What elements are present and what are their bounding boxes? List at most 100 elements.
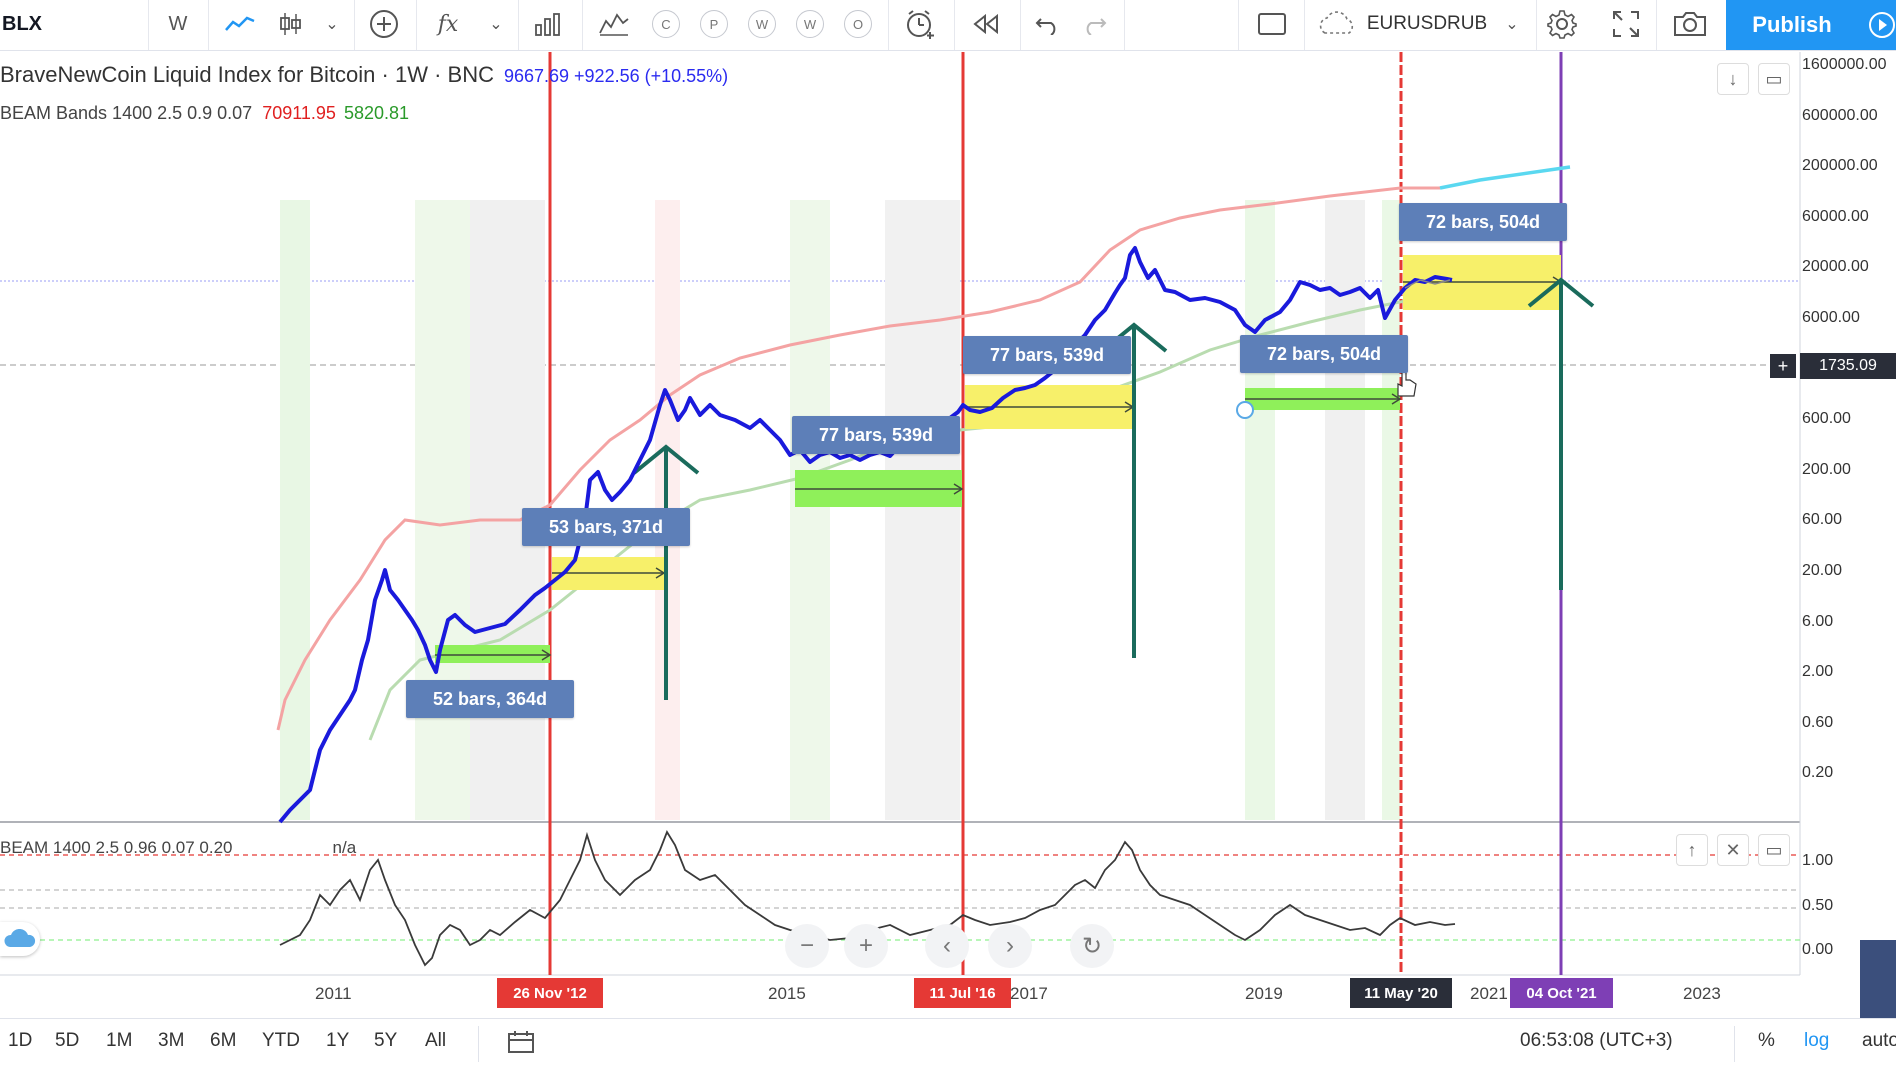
log-scale-toggle[interactable]: log [1804, 1030, 1830, 1051]
compare-circle-p: P [700, 10, 728, 38]
compare-circle-c: C [652, 10, 680, 38]
close-pane-icon[interactable]: ✕ [1717, 834, 1749, 866]
maximize-pane-icon[interactable]: ▭ [1758, 63, 1790, 95]
range-button[interactable]: 1Y [326, 1030, 350, 1051]
price-axis-label: 200000.00 [1802, 157, 1878, 175]
compare-circle-button[interactable]: W [794, 0, 826, 48]
percent-scale-toggle[interactable]: % [1758, 1030, 1775, 1051]
divider [1238, 0, 1239, 50]
zoom-out-button[interactable]: − [785, 924, 829, 968]
price-series-line [278, 246, 1453, 824]
publish-button[interactable]: Publish [1726, 0, 1858, 50]
replay-rewind-icon[interactable] [966, 0, 1006, 48]
date-range-icon[interactable] [506, 1030, 536, 1056]
series-price: 9667.69 +922.56 (+10.55%) [503, 66, 729, 86]
move-pane-up-icon[interactable]: ↑ [1676, 834, 1708, 866]
shaded-column [1325, 200, 1365, 820]
chevron-down-icon[interactable]: ⌄ [489, 16, 503, 33]
price-axis-label: 6.00 [1802, 612, 1834, 630]
time-axis-label: 2023 [1683, 984, 1721, 1003]
scroll-right-button[interactable]: › [988, 924, 1032, 968]
symbol-search[interactable]: BLX [2, 12, 42, 35]
range-button[interactable]: 5Y [374, 1030, 398, 1051]
range-button[interactable]: 1M [106, 1030, 133, 1051]
download-arrow-icon[interactable]: ↓ [1717, 63, 1749, 95]
price-axis-label: 20.00 [1802, 562, 1843, 579]
price-axis-label: 600000.00 [1802, 106, 1878, 124]
play-circle-icon [1869, 12, 1895, 38]
add-plus-icon[interactable]: + [1770, 354, 1796, 378]
measure-label[interactable]: 77 bars, 539d [792, 416, 960, 454]
line-chart-type-icon[interactable] [220, 0, 260, 48]
crosshair-price-badge: 1735.09 [1800, 353, 1896, 379]
price-axis-label: 1600000.00 [1802, 56, 1887, 73]
date-badge: 11 May '20 [1350, 978, 1452, 1008]
measure-label[interactable]: 72 bars, 504d [1399, 203, 1567, 241]
bands-label: BEAM Bands 1400 2.5 0.9 0.07 [0, 103, 253, 123]
range-button[interactable]: 1D [8, 1030, 33, 1051]
candles-chart-type-icon[interactable] [272, 0, 308, 48]
camera-snapshot-icon[interactable] [1670, 0, 1710, 48]
marks-layer [276, 52, 1595, 975]
zoom-in-button[interactable]: + [844, 924, 888, 968]
alert-clock-icon[interactable] [900, 0, 940, 48]
oscillator-axis-label: 0.00 [1802, 941, 1834, 958]
chevron-down-icon[interactable]: ⌄ [325, 16, 339, 33]
main-series-legend[interactable]: BraveNewCoin Liquid Index for Bitcoin · … [0, 62, 728, 88]
scroll-left-button[interactable]: ‹ [925, 924, 969, 968]
compare-circle-button[interactable]: W [746, 0, 778, 48]
range-button[interactable]: 6M [210, 1030, 237, 1051]
clock-timezone[interactable]: 06:53:08 (UTC+3) [1520, 1030, 1673, 1051]
bands-lower-value: 5820.81 [343, 103, 410, 123]
time-axis-label: 2017 [1010, 984, 1048, 1003]
financials-icon[interactable] [528, 0, 568, 48]
chevron-down-icon[interactable]: ⌄ [1505, 16, 1519, 33]
compare-circle-button[interactable]: P [698, 0, 730, 48]
indicators-fx-icon[interactable]: fx [437, 11, 459, 37]
compare-circle-w: W [748, 10, 776, 38]
range-button[interactable]: 3M [158, 1030, 185, 1051]
divider [208, 0, 209, 50]
measure-label[interactable]: 52 bars, 364d [406, 680, 574, 718]
compare-circle-button[interactable]: O [842, 0, 874, 48]
compare-symbols-icon[interactable] [594, 0, 634, 48]
divider [354, 0, 355, 50]
publish-dropdown-button[interactable] [1858, 0, 1896, 50]
reset-chart-button[interactable]: ↻ [1070, 924, 1114, 968]
range-button[interactable]: YTD [262, 1030, 300, 1051]
bands-indicator-legend[interactable]: BEAM Bands 1400 2.5 0.9 0.07 70911.95 5820… [0, 103, 409, 124]
measure-label[interactable]: 72 bars, 504d [1240, 335, 1408, 373]
layout-name-button[interactable]: EURUSDRUB [1366, 13, 1488, 34]
compare-add-icon[interactable] [364, 0, 404, 48]
divider [1304, 0, 1305, 50]
measure-label[interactable]: 53 bars, 371d [522, 508, 690, 546]
fullscreen-icon[interactable] [1608, 0, 1644, 48]
date-badge: 04 Oct '21 [1510, 978, 1613, 1008]
auto-scale-toggle[interactable]: auto [1862, 1030, 1896, 1051]
oscillator-legend[interactable]: BEAM 1400 2.5 0.96 0.07 0.20 n/a [0, 838, 356, 858]
price-axis-label: 6000.00 [1802, 309, 1860, 326]
shaded-column [415, 200, 470, 820]
tradingview-logo-icon[interactable] [0, 922, 40, 956]
drawing-handle [1236, 401, 1254, 419]
webcam-thumbnail [1860, 940, 1896, 1020]
shaded-column [885, 200, 960, 820]
upper-band-line [276, 186, 1440, 731]
undo-icon[interactable] [1030, 0, 1066, 48]
price-axis-label: 200.00 [1802, 460, 1851, 478]
range-button[interactable]: All [425, 1030, 447, 1051]
divider [416, 0, 417, 50]
maximize-pane-icon[interactable]: ▭ [1758, 834, 1790, 866]
layout-rectangle-icon[interactable] [1254, 0, 1290, 48]
green-range-box [435, 645, 550, 663]
gear-icon[interactable] [1544, 0, 1580, 48]
price-series-tail [1404, 279, 1451, 289]
range-button[interactable]: 5D [55, 1030, 80, 1051]
divider [1536, 0, 1537, 50]
measure-label[interactable]: 77 bars, 539d [963, 336, 1131, 374]
compare-circle-button[interactable]: C [650, 0, 682, 48]
divider [954, 0, 955, 50]
redo-icon[interactable] [1076, 0, 1112, 48]
interval-button[interactable]: W [168, 12, 188, 35]
